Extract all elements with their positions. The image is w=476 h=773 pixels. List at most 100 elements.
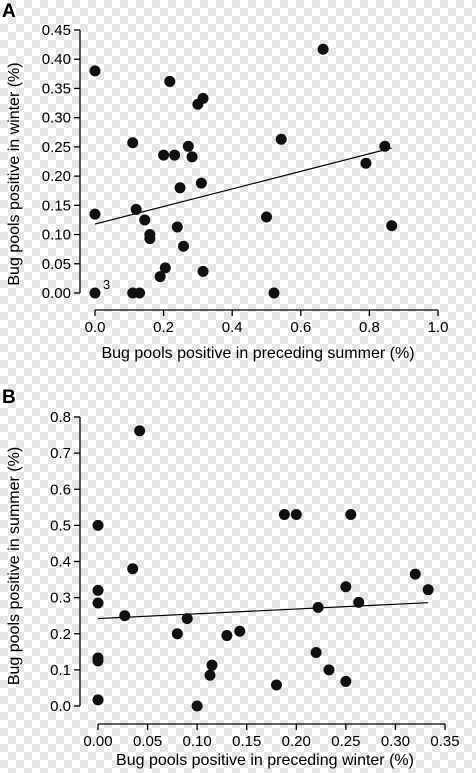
data-point	[171, 628, 183, 640]
data-point	[353, 596, 365, 608]
data-point	[317, 43, 329, 55]
data-point	[191, 700, 203, 712]
data-point	[130, 203, 142, 215]
y-tick-label: 0.4	[50, 554, 71, 571]
y-tick-label: 0.30	[42, 110, 71, 127]
y-tick-label: 0.40	[42, 51, 71, 68]
data-point	[89, 287, 101, 299]
data-point	[261, 211, 272, 223]
y-tick-label: 0.8	[50, 409, 71, 426]
data-point	[171, 221, 183, 233]
data-point	[234, 625, 246, 637]
x-tick-label: 0.35	[430, 733, 459, 750]
y-tick-label: 0.00	[42, 285, 71, 302]
data-point	[290, 509, 302, 521]
data-point	[181, 613, 193, 625]
y-tick-label: 0.1	[50, 662, 71, 679]
data-point	[386, 220, 398, 232]
x-tick-label: 0.15	[232, 733, 261, 750]
data-point	[159, 262, 171, 274]
y-tick-label: 0.05	[42, 256, 71, 273]
x-tick-label: 0.05	[133, 733, 162, 750]
data-point	[134, 287, 146, 299]
panel-a: A 0.00 0.05 0.10 0.15 0.20 0.25 0.30 0.35 0.40 0.…	[2, 1, 448, 362]
data-point	[310, 647, 322, 659]
trend-line	[94, 147, 392, 225]
y-tick-label: 0.20	[42, 168, 71, 185]
data-point	[164, 75, 176, 87]
y-tick-label: 0.0	[50, 698, 71, 715]
data-point	[89, 65, 101, 77]
data-point	[127, 137, 139, 149]
y-tick-label: 0.10	[42, 227, 71, 244]
data-point	[89, 208, 101, 220]
data-point	[92, 519, 104, 531]
data-point	[127, 563, 139, 575]
x-tick-label: 0.4	[222, 319, 243, 336]
annotation-overlap-count: 3	[103, 277, 110, 292]
x-tick-label: 0.10	[183, 733, 212, 750]
data-point	[340, 581, 352, 593]
data-point	[195, 177, 207, 189]
data-point	[221, 630, 233, 642]
x-tick-label: 0.0	[85, 319, 106, 336]
data-point	[204, 669, 216, 681]
y-tick-label: 0.35	[42, 80, 71, 97]
data-point	[270, 679, 282, 691]
y-axis-title-b: Bug pools positive in summer (%)	[6, 447, 23, 685]
x-tick-label: 0.8	[359, 319, 380, 336]
data-point	[278, 509, 290, 521]
x-tick-label: 0.2	[153, 319, 174, 336]
data-point	[169, 149, 181, 161]
data-point	[144, 233, 156, 245]
y-axis-title-a: Bug pools positive in winter (%)	[6, 62, 23, 285]
data-point	[197, 92, 209, 104]
data-point	[275, 133, 287, 145]
panel-b: B 0.0 0.1 0.2 0.3 0.4 0.5 0.6 0.7 0.8 0.00 0.05 0.…	[2, 387, 460, 769]
data-point	[360, 157, 372, 169]
data-point	[177, 240, 189, 252]
data-point	[139, 214, 151, 226]
y-tick-label: 0.5	[50, 517, 71, 534]
x-tick-label: 0.6	[290, 319, 311, 336]
data-point	[92, 597, 104, 609]
y-tick-label: 0.15	[42, 197, 71, 214]
y-tick-label: 0.2	[50, 626, 71, 643]
x-axis-title-a: Bug pools positive in preceding summer (…	[101, 345, 414, 362]
y-tick-label: 0.3	[50, 590, 71, 607]
data-point	[422, 584, 434, 596]
data-point	[174, 182, 186, 194]
data-point	[268, 287, 280, 299]
x-tick-label: 1.0	[428, 319, 449, 336]
data-point	[409, 568, 421, 580]
data-point	[92, 584, 104, 596]
data-point	[340, 675, 352, 687]
data-point	[345, 509, 357, 521]
trend-line	[97, 602, 429, 620]
data-point	[186, 151, 198, 163]
data-point	[182, 140, 194, 152]
data-point	[206, 659, 218, 671]
x-tick-label: 0.25	[331, 733, 360, 750]
y-tick-label: 0.7	[50, 445, 71, 462]
data-point	[379, 140, 391, 152]
data-point	[119, 610, 131, 622]
data-point	[154, 271, 166, 283]
data-point	[197, 265, 209, 277]
data-point	[92, 655, 104, 667]
data-point	[92, 694, 104, 706]
x-tick-label: 0.20	[282, 733, 311, 750]
y-tick-label: 0.25	[42, 139, 71, 156]
y-tick-label: 0.45	[42, 22, 71, 39]
y-tick-label: 0.6	[50, 481, 71, 498]
data-point	[323, 664, 335, 676]
x-axis-title-b: Bug pools positive in preceding winter (…	[116, 752, 414, 769]
data-point	[312, 601, 324, 613]
data-point	[134, 425, 146, 437]
x-tick-label: 0.30	[381, 733, 410, 750]
panel-label-a: A	[2, 1, 16, 22]
panel-label-b: B	[2, 387, 16, 408]
x-tick-label: 0.00	[83, 733, 112, 750]
data-point	[158, 149, 170, 161]
